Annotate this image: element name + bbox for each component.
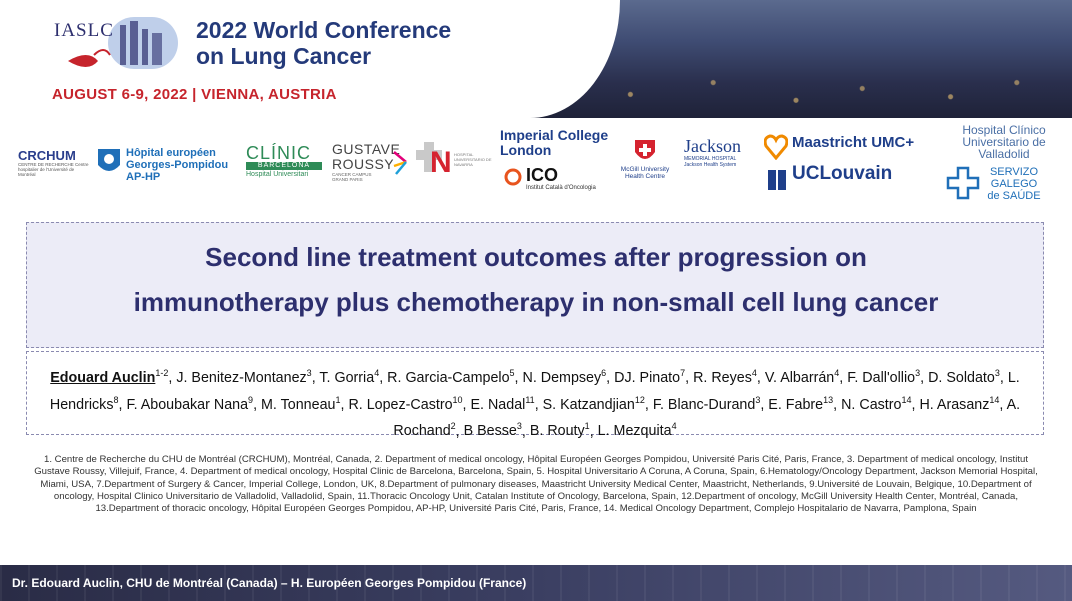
author-name: H. Arasanz14 xyxy=(919,394,1000,413)
authors-box: Edouard Auclin1-2, J. Benitez-Montanez3,… xyxy=(26,351,1044,439)
author-name: S. Katzandjian12 xyxy=(542,394,645,413)
author-name: N. Castro14 xyxy=(841,394,912,413)
header-white-panel xyxy=(0,0,620,118)
author-name: R. Reyes4 xyxy=(693,368,757,386)
poster-title-line1: Second line treatment outcomes after pro… xyxy=(205,242,867,272)
author-name: F. Dall'ollio3 xyxy=(847,368,921,386)
affiliations: 1. Centre de Recherche du CHU de Montréa… xyxy=(34,454,1038,515)
crchum-logo: CRCHUM CENTRE DE RECHERCHE Centre hospit… xyxy=(18,148,89,177)
author-name: Edouard Auclin1-2 xyxy=(50,368,169,386)
author-name: F. Aboubakar Nana9 xyxy=(126,394,254,413)
author-name: B Besse3 xyxy=(463,421,522,440)
author-name: A. Rochand2 xyxy=(393,396,1021,440)
author-name: L. Mezquita4 xyxy=(597,421,677,440)
jackson-memorial-logo: Jackson MEMORIAL HOSPITAL Jackson Health… xyxy=(684,136,741,168)
author-name: R. Lopez-Castro10 xyxy=(348,394,463,413)
gustave-roussy-logo: GUSTAVE ROUSSY CANCER CAMPUS GRAND PARIS xyxy=(332,142,412,182)
title-box: Second line treatment outcomes after pro… xyxy=(26,222,1044,348)
author-list: Edouard Auclin1-2, J. Benitez-Montanez3,… xyxy=(49,368,1021,440)
author-name: N. Dempsey6 xyxy=(522,368,607,386)
conference-title-line1: 2022 World Conference xyxy=(196,17,452,43)
author-name: V. Albarrán4 xyxy=(764,368,840,386)
mcgill-shield-icon xyxy=(635,140,655,159)
gustave-roussy-mark-icon xyxy=(393,151,407,175)
poster-title-line2: immunotherapy plus chemotherapy in non-s… xyxy=(133,287,939,317)
author-name: M. Tonneau1 xyxy=(261,394,341,413)
author-name: F. Blanc-Durand3 xyxy=(652,394,761,413)
clinic-barcelona-logo: CLÍNIC BARCELONA Hospital Universitari xyxy=(246,144,322,179)
author-name: E. Nadal11 xyxy=(470,394,535,413)
footer-presenter: Dr. Edouard Auclin, CHU de Montréal (Can… xyxy=(12,576,527,590)
iaslc-logo-icon xyxy=(68,17,178,69)
partner-logos-strip: CRCHUM CENTRE DE RECHERCHE Centre hospit… xyxy=(0,120,1072,210)
author-name: J. Benitez-Montanez3 xyxy=(176,368,312,386)
valladolid-hospital-logo: Hospital Clínico Universitario de Vallad… xyxy=(962,123,1046,161)
ico-circle-icon xyxy=(504,168,522,186)
hegp-shield-icon xyxy=(98,149,120,171)
iaslc-wordmark: IASLC xyxy=(54,20,114,41)
conference-date-place: AUGUST 6-9, 2022 | VIENNA, AUSTRIA xyxy=(52,86,337,103)
mcgill-logo: McGill University Health Centre xyxy=(612,138,678,180)
author-name: DJ. Pinato7 xyxy=(614,368,686,386)
maastricht-heart-icon xyxy=(764,134,788,160)
conference-title-line2: on Lung Cancer xyxy=(196,43,372,69)
author-name: T. Gorria4 xyxy=(319,368,380,386)
sergas-cross-icon xyxy=(946,166,980,200)
author-name: D. Soldato3 xyxy=(928,368,1000,386)
author-name: L. Hendricks8 xyxy=(49,369,1020,413)
author-name: E. Fabre13 xyxy=(768,394,834,413)
conference-title: 2022 World Conference on Lung Cancer xyxy=(196,17,451,69)
imperial-college-logo: Imperial College London xyxy=(500,127,609,158)
conference-header: IASLC 2022 World Conference on Lung Canc… xyxy=(0,0,1072,118)
poster-title: Second line treatment outcomes after pro… xyxy=(27,235,1045,325)
author-name: B. Routy1 xyxy=(529,421,590,440)
navarra-cross-icon xyxy=(416,142,442,172)
footer-bar: Dr. Edouard Auclin, CHU de Montréal (Can… xyxy=(0,565,1072,601)
author-name: R. Garcia-Campelo5 xyxy=(387,368,515,386)
uclouvain-square-icon xyxy=(768,170,786,190)
